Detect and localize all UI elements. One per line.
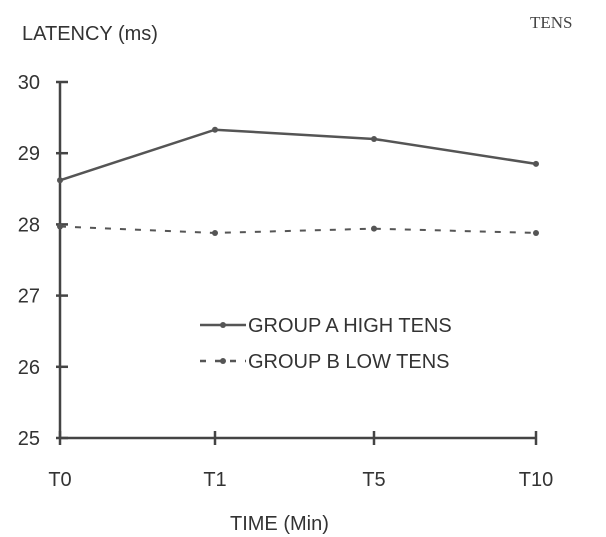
y-tick-label: 28: [18, 214, 40, 236]
legend: GROUP A HIGH TENS GROUP B LOW TENS: [200, 315, 452, 373]
legend-marker: [220, 358, 226, 364]
y-tick-label: 25: [18, 428, 40, 450]
x-tick-label: T1: [203, 469, 226, 491]
data-series: [57, 126, 539, 236]
series-line-group-b: [59, 225, 537, 234]
data-point: [533, 229, 539, 236]
y-tick-label: 27: [18, 286, 40, 308]
y-tick-label: 29: [18, 143, 40, 165]
x-tick-label: T0: [48, 469, 71, 491]
y-tick-label: 30: [18, 72, 40, 94]
legend-marker: [220, 322, 226, 328]
legend-label: GROUP A HIGH TENS: [248, 315, 452, 337]
y-ticks: 25 26 27 28 29 30: [18, 72, 68, 450]
x-ticks: T0 T1 T5 T10: [48, 431, 553, 491]
data-point: [533, 160, 539, 167]
data-point: [57, 223, 63, 230]
x-axis-label: TIME (Min): [230, 513, 329, 535]
data-point: [212, 229, 218, 236]
data-point: [212, 126, 218, 133]
series-line-group-a: [59, 128, 537, 182]
corner-label: TENS: [530, 13, 573, 32]
legend-label: GROUP B LOW TENS: [248, 351, 450, 373]
data-point: [371, 135, 377, 142]
x-tick-label: T10: [519, 469, 553, 491]
y-axis-label: LATENCY (ms): [22, 23, 158, 45]
x-tick-label: T5: [362, 469, 385, 491]
y-tick-label: 26: [18, 357, 40, 379]
data-point: [57, 177, 63, 184]
data-point: [371, 225, 377, 232]
